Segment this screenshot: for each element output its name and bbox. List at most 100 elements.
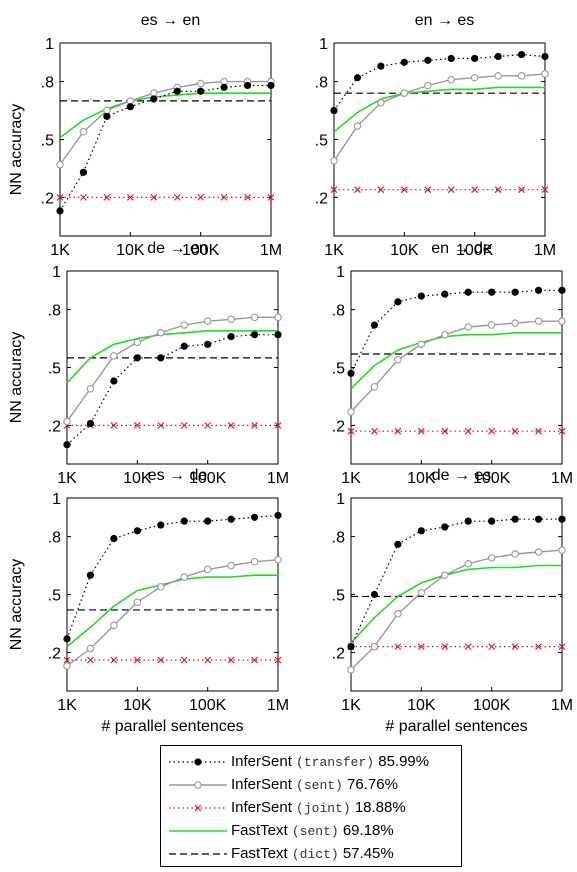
- series-sent-point: [464, 559, 472, 568]
- marker-stroke: [220, 194, 228, 201]
- x-tick-label: 100K: [473, 470, 511, 487]
- panel-2: 1 .8 .5 .2 1K 10K 100K 1M en → es: [315, 12, 556, 259]
- series-sent-point: [110, 621, 118, 630]
- x-tick-label: 100K: [182, 242, 220, 259]
- series-transfer-point: [180, 517, 188, 525]
- marker-stroke: [447, 186, 455, 194]
- legend-tag-transfer: (transfer): [296, 755, 375, 770]
- marker-stroke: [80, 194, 87, 201]
- y-tick-label: 1: [336, 264, 345, 281]
- series-transfer-point: [558, 286, 566, 294]
- marker-stroke: [535, 427, 542, 435]
- series-transfer-point: [204, 517, 212, 525]
- series-transfer-point: [220, 83, 228, 91]
- legend-value-fasttext-sent: 69.18%: [342, 822, 394, 839]
- series-sent-line: [350, 320, 562, 413]
- marker-stroke: [511, 643, 519, 650]
- legend-name-fasttext-sent: FastText: [231, 822, 288, 839]
- series-transfer-point: [370, 590, 379, 599]
- x-tick-label: 100K: [189, 470, 227, 487]
- legend-marker: [194, 804, 202, 812]
- y-tick-label: .5: [332, 588, 345, 605]
- marker-stroke: [110, 422, 118, 429]
- axes-frame: [350, 497, 563, 692]
- y-tick-label: .8: [332, 303, 345, 320]
- x-tick-label: 10K: [116, 242, 145, 259]
- series-sent-point: [558, 317, 566, 325]
- y-tick-label: .8: [315, 75, 328, 92]
- series-transfer-point: [56, 207, 64, 215]
- series-transfer-line: [66, 514, 279, 640]
- legend-name-joint: InferSent: [231, 799, 292, 816]
- marker-stroke: [494, 186, 502, 194]
- y-tick-label: .8: [332, 530, 345, 547]
- marker-stroke: [267, 194, 275, 201]
- series-transfer-point: [63, 441, 71, 449]
- series-transfer-point: [541, 52, 549, 61]
- y-tick-label: 1: [52, 491, 61, 508]
- legend-sample-fasttext-sent: [169, 830, 227, 832]
- series-joint-point: [274, 656, 282, 664]
- y-tick-label: .2: [41, 190, 54, 207]
- y-tick-label: .5: [41, 133, 54, 150]
- legend-name-sent: InferSent: [231, 776, 292, 793]
- marker-stroke: [441, 643, 449, 650]
- marker-stroke: [204, 656, 212, 664]
- legend-sample-transfer: [169, 758, 227, 766]
- series-sent-point: [274, 556, 282, 564]
- series-joint-point: [204, 422, 212, 429]
- marker-stroke: [511, 427, 519, 435]
- series-joint-point: [488, 427, 496, 435]
- panel-title: en → es: [415, 12, 475, 29]
- series-transfer-point: [534, 515, 543, 523]
- panel-title: de → en: [147, 240, 207, 257]
- series-transfer-point: [63, 635, 71, 643]
- series-joint-point: [150, 194, 158, 201]
- series-transfer-point: [517, 50, 526, 59]
- marker-stroke: [488, 643, 496, 650]
- series-transfer-point: [534, 286, 543, 294]
- series-sent-line: [66, 316, 278, 422]
- panel-3: 1 .8 .5 .2 1K 10K 100K 1M de → en NN accuracy: [8, 240, 289, 487]
- y-tick-label: .5: [332, 361, 345, 378]
- series-sent-point: [86, 644, 95, 653]
- series-transfer-point: [330, 106, 338, 115]
- series-transfer-point: [204, 340, 212, 348]
- legend-tag-joint: (joint): [296, 801, 351, 816]
- x-tick-label: 1K: [57, 470, 77, 487]
- legend-name-transfer: InferSent: [231, 753, 292, 770]
- series-sent-line: [333, 73, 546, 162]
- marker-stroke: [424, 186, 432, 194]
- series-sent-point: [203, 317, 212, 325]
- series-sent-point: [180, 321, 188, 329]
- marker-stroke: [126, 194, 134, 201]
- marker-stroke: [197, 194, 205, 201]
- marker-stroke: [133, 656, 141, 664]
- marker-stroke: [150, 194, 158, 201]
- y-tick-label: .5: [48, 588, 61, 605]
- series-transfer-point: [274, 331, 282, 339]
- legend-item-fasttext-sent: FastText (sent) 69.18%: [161, 821, 461, 841]
- legend-tag-sent: (sent): [296, 778, 343, 793]
- legend-marker: [194, 781, 202, 789]
- series-fasttext-sent-line: [66, 574, 278, 648]
- series-joint-point: [394, 427, 402, 435]
- y-tick-label: .5: [48, 361, 61, 378]
- series-joint-point: [87, 656, 94, 664]
- legend-value-sent: 76.76%: [347, 776, 398, 793]
- y-tick-label: 1: [52, 264, 61, 281]
- series-sent-point: [353, 122, 362, 130]
- legend-item-sent: InferSent (sent) 76.76%: [161, 775, 461, 795]
- series-transfer-point: [243, 81, 252, 90]
- marker-stroke: [204, 422, 212, 429]
- series-sent-point: [441, 571, 449, 579]
- series-joint-point: [558, 427, 566, 435]
- series-sent-point: [86, 384, 95, 393]
- series-transfer-point: [133, 527, 141, 535]
- marker-stroke: [227, 656, 235, 664]
- series-sent-point: [227, 315, 235, 323]
- series-transfer-point: [488, 517, 496, 525]
- series-sent-point: [534, 317, 543, 325]
- series-sent-point: [110, 352, 118, 360]
- marker-stroke: [330, 186, 338, 194]
